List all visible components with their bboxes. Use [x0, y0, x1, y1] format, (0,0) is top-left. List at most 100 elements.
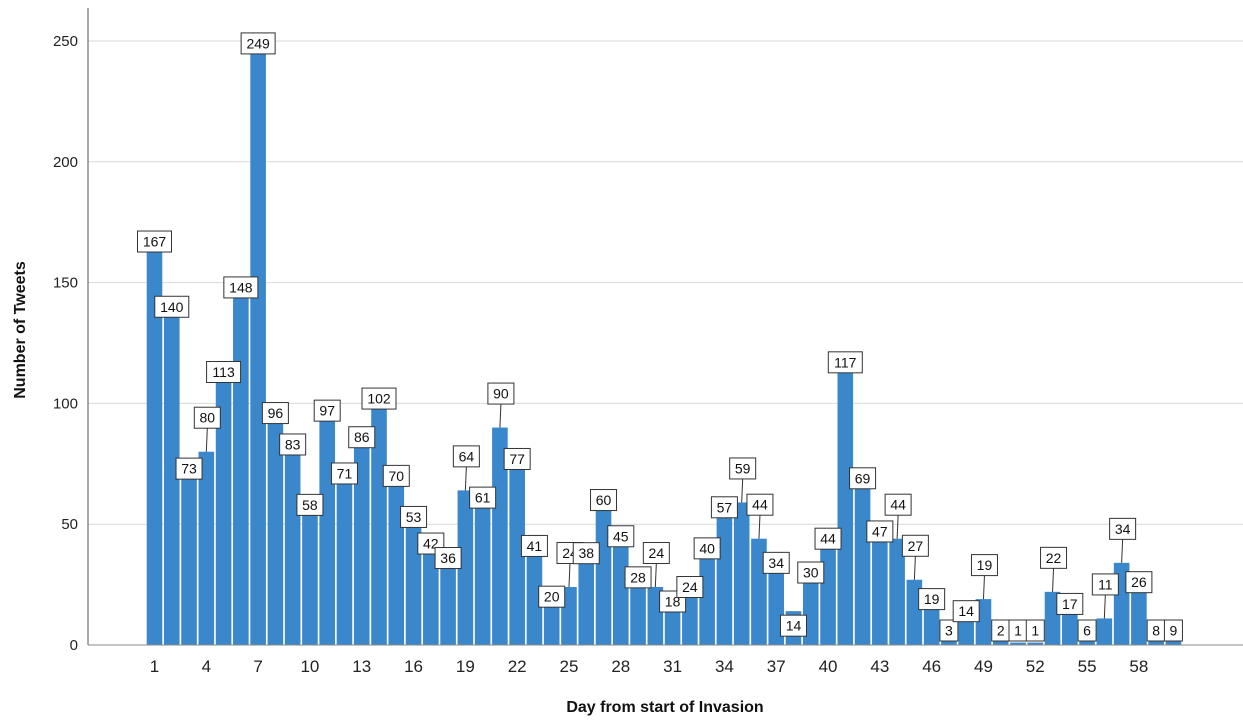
data-label-box: [137, 230, 172, 253]
data-label: 77: [509, 451, 525, 467]
data-label: 6: [1083, 623, 1091, 639]
data-label: 117: [834, 354, 857, 370]
data-label: 20: [544, 589, 560, 605]
data-label: 90: [493, 386, 509, 402]
bar: [267, 413, 284, 645]
data-label-box: [382, 464, 410, 487]
data-label: 9: [1170, 623, 1178, 639]
data-label-box: [348, 426, 376, 449]
data-label-box: [361, 387, 397, 410]
data-label: 86: [354, 429, 370, 445]
leader-line: [1121, 539, 1124, 563]
data-label: 113: [212, 364, 235, 380]
data-label-box: [400, 505, 428, 528]
leader-line: [741, 478, 744, 503]
bar: [284, 444, 301, 645]
leader-line: [654, 563, 657, 588]
data-label: 58: [302, 497, 318, 513]
bar: [699, 548, 715, 645]
data-label: 11: [1098, 576, 1113, 592]
bar: [716, 507, 733, 645]
x-tick-label: 16: [404, 657, 423, 676]
data-label-box: [746, 493, 774, 516]
bar: [457, 490, 474, 645]
bar: [1096, 618, 1113, 645]
x-tick-label: 10: [300, 657, 319, 676]
bar: [319, 410, 335, 645]
data-label-box: [693, 537, 721, 560]
x-tick-label: 58: [1129, 657, 1148, 676]
bar: [992, 640, 1009, 645]
x-tick-label: 34: [715, 657, 734, 676]
data-label-box: [1025, 619, 1045, 642]
bar: [371, 398, 387, 645]
data-label-box: [503, 447, 531, 470]
data-label: 26: [1131, 574, 1147, 590]
x-tick-label: 13: [352, 657, 371, 676]
data-label-box: [590, 489, 618, 512]
data-label: 80: [200, 410, 216, 426]
bar: [233, 287, 249, 645]
data-label: 96: [268, 405, 284, 421]
data-label: 60: [596, 492, 612, 508]
data-label-box: [884, 493, 912, 516]
data-label-box: [970, 554, 998, 577]
data-label: 2: [997, 623, 1005, 639]
data-label-box: [866, 520, 894, 543]
y-tick-label: 0: [70, 637, 78, 654]
bar: [474, 497, 491, 645]
bar: [198, 451, 215, 645]
leader-line: [205, 428, 208, 452]
data-label-box: [538, 585, 566, 608]
bar: [733, 502, 750, 645]
data-label-box: [1091, 573, 1119, 596]
data-label-box: [572, 542, 600, 565]
bar: [820, 538, 836, 645]
bar: [388, 475, 405, 645]
bar: [353, 437, 370, 645]
data-label: 83: [285, 436, 301, 452]
data-label-box: [624, 566, 652, 589]
data-label-box: [918, 588, 946, 611]
data-label: 69: [855, 470, 871, 486]
data-label: 14: [958, 603, 974, 619]
x-tick-label: 25: [560, 657, 579, 676]
data-label-box: [206, 360, 242, 383]
data-label-box: [1163, 619, 1183, 642]
data-label: 167: [143, 234, 167, 250]
y-tick-labels: 0 50 100 150 200 250: [53, 33, 78, 654]
data-label: 22: [1046, 550, 1062, 566]
data-label: 19: [977, 557, 993, 573]
data-labels: 1671407380113148249968358977186102705342…: [137, 32, 1183, 642]
leader-line: [1103, 594, 1106, 619]
data-label-box: [939, 619, 959, 642]
bar: [509, 458, 525, 645]
y-axis-title: Number of Tweets: [12, 261, 29, 399]
data-label: 249: [246, 35, 270, 51]
bar: [302, 504, 318, 645]
data-label-box: [175, 457, 203, 480]
data-label-box: [729, 457, 757, 480]
data-label-box: [849, 467, 877, 490]
data-label: 44: [752, 497, 768, 513]
data-label-box: [223, 276, 259, 299]
data-label-box: [779, 614, 807, 637]
data-label: 24: [649, 545, 665, 561]
data-label-box: [487, 382, 515, 405]
data-label: 47: [872, 523, 888, 539]
data-label: 8: [1152, 623, 1160, 639]
leader-line: [568, 563, 571, 588]
data-label-box: [1040, 546, 1068, 569]
data-label: 36: [440, 550, 456, 566]
bar: [612, 536, 629, 645]
data-label-box: [279, 433, 307, 456]
x-tick-labels: 1 4 7 10 13 16 19 22 25 28 31 34 37 40 43 46 49 52 55 58: [150, 657, 1149, 676]
data-label: 44: [890, 497, 906, 513]
x-tick-label: 31: [663, 657, 682, 676]
x-tick-label: 7: [253, 657, 262, 676]
leader-line: [982, 575, 985, 600]
data-label: 34: [768, 555, 784, 571]
bar: [630, 577, 646, 645]
data-label: 102: [367, 391, 391, 407]
